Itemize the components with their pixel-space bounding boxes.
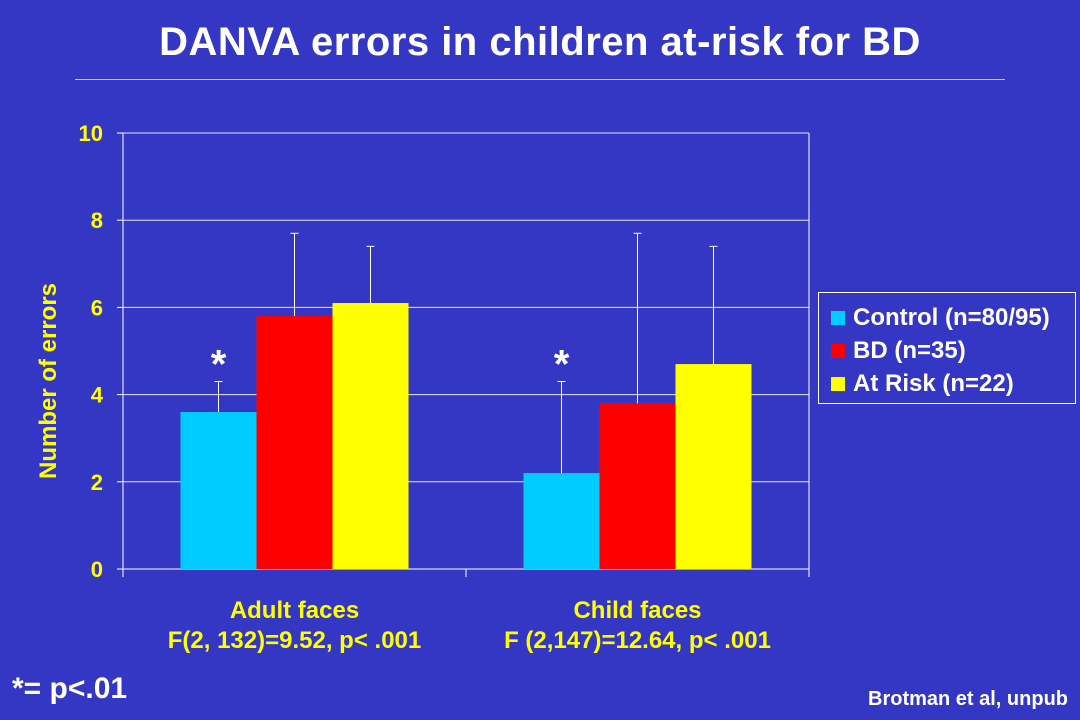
legend-item-control: Control (n=80/95) xyxy=(831,301,1075,334)
y-tick-label: 10 xyxy=(79,121,103,146)
category-stat-label: F (2,147)=12.64, p< .001 xyxy=(504,627,771,654)
bar xyxy=(180,412,257,569)
bar xyxy=(675,364,752,569)
y-tick-label: 6 xyxy=(91,295,103,320)
category-label: Child faces xyxy=(573,597,701,624)
bar xyxy=(256,316,333,569)
significance-star: * xyxy=(211,343,227,387)
y-tick-label: 2 xyxy=(91,470,103,495)
title-divider xyxy=(75,79,1005,80)
significance-star: * xyxy=(554,343,570,387)
legend-label-at-risk: At Risk (n=22) xyxy=(853,369,1014,397)
legend-label-control: Control (n=80/95) xyxy=(853,303,1050,331)
y-tick-label: 8 xyxy=(91,208,103,233)
y-tick-label: 0 xyxy=(91,557,103,582)
category-stat-label: F(2, 132)=9.52, p< .001 xyxy=(168,627,422,654)
y-tick-label: 4 xyxy=(91,383,104,408)
axis-labels: 0 2 4 6 8 10 Number of errors * Adult faces F(2, … xyxy=(35,121,771,654)
chart-title: DANVA errors in children at-risk for BD xyxy=(159,20,921,64)
bar xyxy=(523,473,600,569)
y-axis-label: Number of errors xyxy=(35,283,62,479)
bars xyxy=(180,303,752,569)
legend-item-at-risk: At Risk (n=22) xyxy=(831,367,1075,400)
category-label: Adult faces xyxy=(230,597,359,624)
source-citation: Brotman et al, unpub xyxy=(868,688,1068,710)
significance-footnote: *= p<.01 xyxy=(12,672,128,705)
bar xyxy=(332,303,409,569)
bar xyxy=(599,403,676,569)
legend-item-bd: BD (n=35) xyxy=(831,334,1075,367)
legend-label-bd: BD (n=35) xyxy=(853,336,966,364)
legend: Control (n=80/95) BD (n=35) At Risk (n=2… xyxy=(818,292,1076,404)
legend-swatch-bd xyxy=(831,343,845,358)
legend-swatch-at-risk xyxy=(831,376,845,391)
legend-swatch-control xyxy=(831,310,845,325)
